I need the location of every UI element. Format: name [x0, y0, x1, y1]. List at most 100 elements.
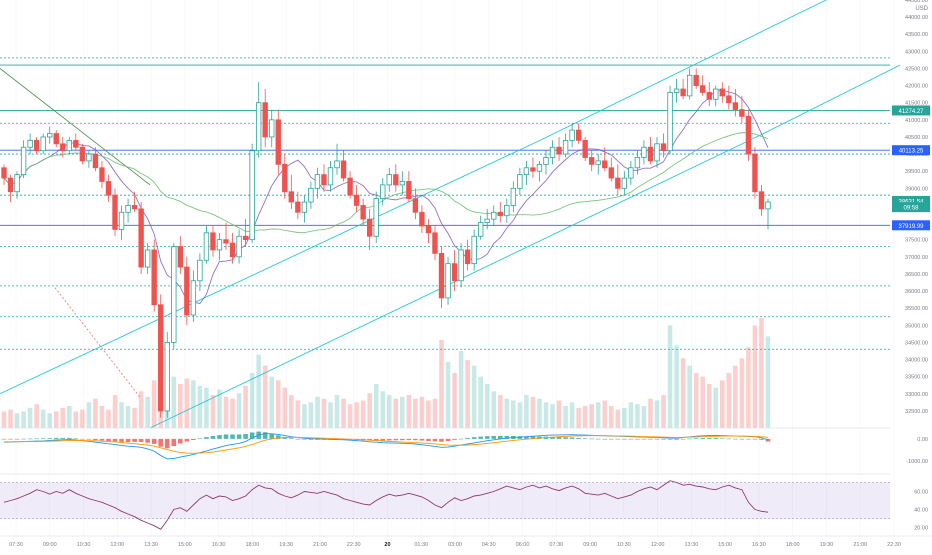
volume-bar: [243, 385, 248, 428]
candle-body: [471, 235, 477, 265]
macd-histogram-bar: [112, 438, 118, 442]
macd-histogram-bar: [563, 437, 568, 439]
volume-bar: [465, 360, 470, 428]
time-tick-label: 12:00: [110, 542, 124, 548]
rsi-line: [3, 480, 769, 530]
candle-body: [419, 211, 425, 227]
macd-histogram-bar: [491, 435, 497, 439]
macd-histogram-bar: [458, 438, 464, 440]
macd-histogram-bar: [145, 438, 150, 443]
volume-bar: [347, 404, 353, 428]
macd-histogram-bar: [602, 438, 608, 440]
volume-bar: [602, 400, 608, 428]
candle-body: [236, 235, 242, 258]
candle-body: [628, 167, 634, 179]
volume-bar: [641, 406, 647, 428]
volume-bar: [1, 411, 7, 428]
price-tick-label: 43500.00: [905, 32, 928, 38]
candle-body: [177, 246, 183, 268]
macd-histogram-bar: [635, 438, 640, 440]
macd-histogram-bar: [158, 438, 164, 447]
candle-body: [73, 139, 79, 148]
candle-body: [602, 160, 608, 169]
time-tick-label: 21:00: [313, 542, 327, 548]
macd-histogram-bar: [569, 437, 575, 439]
macd-histogram-bar: [582, 438, 588, 439]
price-badge: [892, 220, 930, 231]
time-tick-label: 10:30: [617, 542, 631, 548]
time-tick-label: 06:00: [516, 542, 530, 548]
macd-histogram-bar: [400, 438, 405, 441]
price-tick-label: 35000.00: [905, 323, 928, 329]
volume-bar: [556, 400, 562, 428]
volume-bar: [99, 406, 105, 428]
macd-histogram-bar: [452, 438, 457, 440]
volume-bar: [302, 404, 307, 428]
candle-body: [758, 191, 765, 210]
macd-histogram-bar: [60, 437, 66, 439]
macd-histogram-bar: [406, 438, 412, 441]
volume-bar: [112, 395, 118, 428]
candlesticks: [1, 68, 771, 418]
candle-body: [765, 201, 771, 210]
volume-bar: [321, 398, 327, 428]
trend-channel: [0, 0, 901, 429]
macd-histogram-bar: [80, 438, 85, 440]
candle-body: [308, 187, 314, 203]
macd-tick-label: 0.00: [917, 437, 928, 443]
volume-bar: [21, 411, 26, 428]
volume-bar: [733, 365, 738, 428]
candle-body: [726, 95, 732, 104]
macd-histogram-bar: [530, 436, 536, 439]
macd-histogram-bar: [465, 437, 470, 439]
candle-body: [543, 157, 549, 165]
candle-body: [693, 74, 699, 87]
candle-body: [340, 160, 347, 179]
candle-body: [255, 102, 262, 152]
price-badge: [892, 145, 930, 156]
price-badge: [892, 105, 930, 116]
price-tick-label: 37500.00: [905, 238, 928, 244]
macd-histogram-bar: [419, 438, 425, 441]
volume-bar: [635, 404, 640, 428]
macd-histogram-bar: [47, 438, 52, 439]
price-tick-label: 43000.00: [905, 49, 928, 55]
candle-body: [229, 242, 236, 258]
time-tick-label: 15:00: [718, 542, 732, 548]
volume-bar: [106, 409, 111, 428]
macd-histogram-bar: [674, 438, 679, 440]
candle-body: [497, 211, 503, 217]
macd-histogram-bar: [700, 438, 705, 439]
volume-bar: [700, 376, 705, 428]
macd-histogram-bar: [210, 436, 216, 439]
candle-body: [27, 139, 33, 148]
volume-bar: [151, 380, 157, 428]
price-badge-label: 40113.25: [899, 149, 924, 155]
volume-bar: [249, 373, 255, 428]
volume-bar: [524, 395, 529, 428]
macd-histogram-bar: [426, 438, 431, 441]
candle-body: [556, 146, 562, 155]
candle-body: [373, 198, 379, 237]
volume-bar: [504, 398, 510, 428]
candle-body: [399, 181, 406, 186]
candle-body: [295, 201, 301, 213]
candle-body: [745, 116, 752, 155]
volume-bar: [53, 411, 59, 428]
price-tick-label: 33000.00: [905, 392, 928, 398]
volume-bar: [674, 345, 679, 428]
time-tick-label: 10:30: [77, 542, 91, 548]
volume-bar: [511, 400, 516, 428]
volume-bar: [269, 376, 275, 428]
candle-body: [641, 146, 647, 158]
channel-lower-line: [149, 64, 901, 429]
volume-bar: [759, 318, 764, 428]
candle-body: [242, 235, 249, 241]
candle-body: [151, 249, 157, 306]
candle-body: [249, 150, 255, 241]
candle-body: [131, 205, 138, 210]
macd-histogram-bar: [380, 438, 386, 441]
volume-bar: [80, 409, 85, 428]
